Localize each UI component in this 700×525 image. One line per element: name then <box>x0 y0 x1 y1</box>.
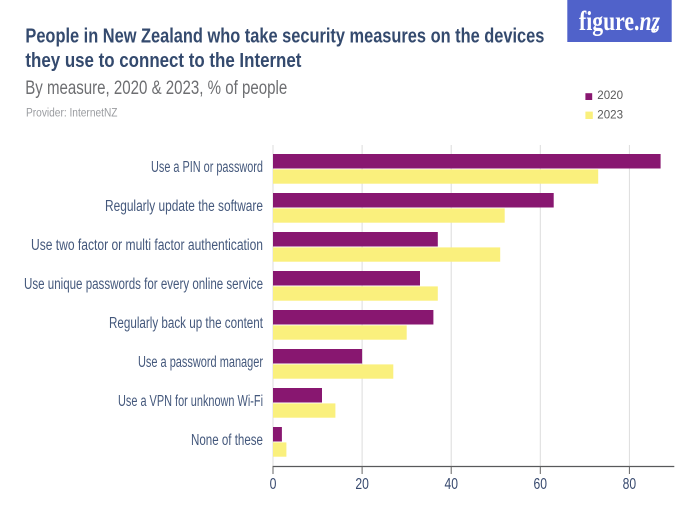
svg-text:Regularly back up the content: Regularly back up the content <box>109 315 264 332</box>
svg-text:they use to connect to the Int: they use to connect to the Internet <box>25 50 301 72</box>
svg-text:Use a PIN or password: Use a PIN or password <box>151 159 263 176</box>
svg-text:Regularly update the software: Regularly update the software <box>105 198 263 215</box>
svg-text:40: 40 <box>444 476 458 493</box>
svg-text:figure.nz: figure.nz <box>579 6 660 36</box>
svg-text:People in New Zealand who take: People in New Zealand who take security … <box>25 26 544 48</box>
svg-text:Use a password manager: Use a password manager <box>138 354 263 371</box>
svg-text:Use two factor or multi factor: Use two factor or multi factor authentic… <box>31 237 263 254</box>
svg-text:0: 0 <box>270 476 277 493</box>
svg-text:2023: 2023 <box>597 109 623 121</box>
svg-text:80: 80 <box>623 476 637 493</box>
svg-text:2020: 2020 <box>597 90 623 102</box>
svg-text:Use a VPN for unknown Wi-Fi: Use a VPN for unknown Wi-Fi <box>118 393 263 410</box>
svg-text:Use unique passwords for every: Use unique passwords for every online se… <box>24 276 263 293</box>
svg-text:By measure, 2020 & 2023, % of: By measure, 2020 & 2023, % of people <box>25 78 287 99</box>
svg-text:None of these: None of these <box>191 432 263 449</box>
svg-text:20: 20 <box>355 476 369 493</box>
svg-text:Provider: InternetNZ: Provider: InternetNZ <box>26 108 118 120</box>
svg-text:60: 60 <box>534 476 548 493</box>
